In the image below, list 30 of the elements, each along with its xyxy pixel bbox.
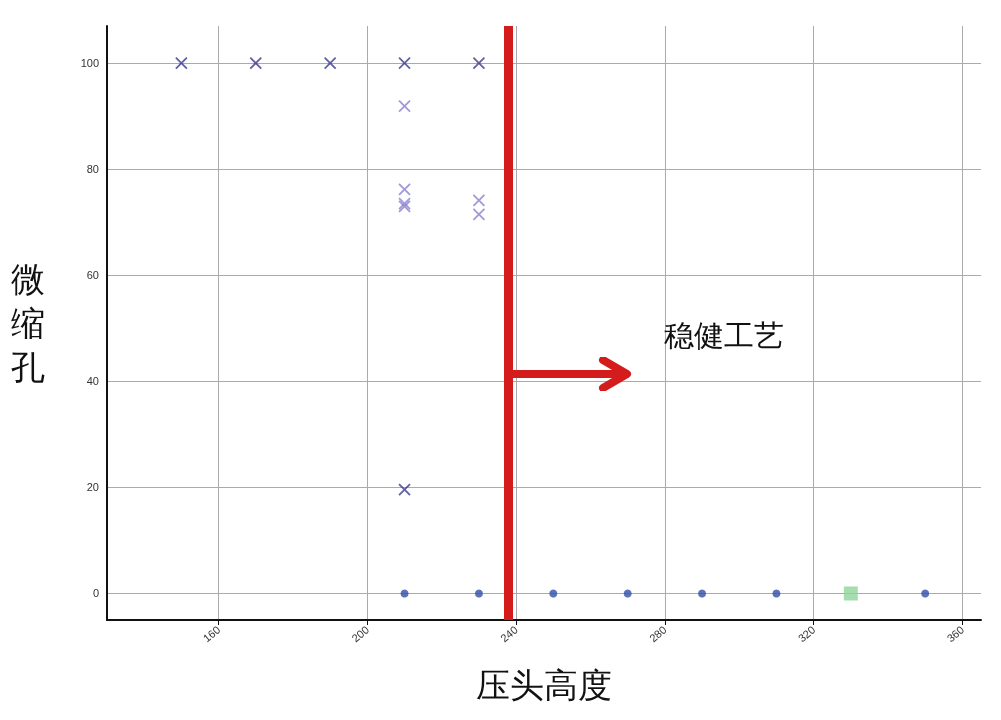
x-tick-label: 360 bbox=[944, 623, 967, 645]
x-tick-label: 160 bbox=[200, 623, 223, 645]
x-tick-label: 280 bbox=[646, 623, 669, 645]
point bbox=[549, 589, 558, 598]
x-tick-label: 320 bbox=[795, 623, 818, 645]
point bbox=[174, 56, 188, 70]
point bbox=[921, 589, 930, 598]
point bbox=[398, 483, 411, 496]
y-tick-label: 0 bbox=[92, 587, 99, 600]
point bbox=[474, 589, 483, 598]
y-axis-title: 微缩孔 bbox=[11, 259, 45, 387]
point bbox=[843, 586, 858, 601]
x-tick-label: 200 bbox=[349, 623, 372, 645]
y-tick-label: 20 bbox=[86, 481, 99, 494]
point bbox=[398, 56, 411, 70]
y-tick-label: 60 bbox=[86, 269, 99, 282]
y-tick-label: 100 bbox=[80, 57, 99, 70]
point bbox=[400, 589, 409, 598]
point bbox=[472, 56, 486, 70]
point bbox=[623, 589, 632, 598]
x-tick-label: 240 bbox=[498, 623, 520, 645]
point bbox=[249, 56, 263, 70]
annotation: 稳健工艺 bbox=[663, 317, 784, 355]
point bbox=[772, 589, 781, 598]
point bbox=[323, 56, 337, 70]
y-tick-label: 80 bbox=[86, 163, 99, 176]
y-tick-label: 40 bbox=[86, 375, 99, 388]
x-axis-title: 压头高度 bbox=[476, 665, 612, 705]
point bbox=[698, 589, 707, 598]
point bbox=[398, 99, 411, 113]
